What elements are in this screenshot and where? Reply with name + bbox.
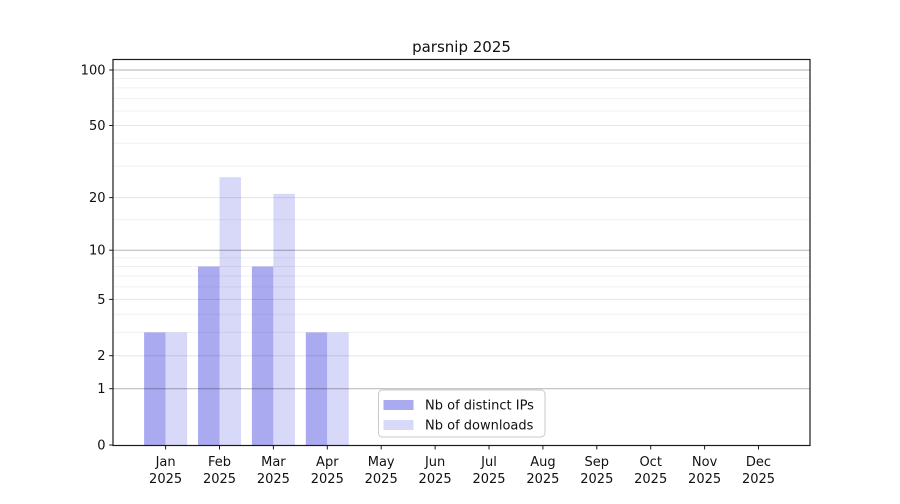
y-tick-label: 5 [97,293,105,308]
bar-jan-downloads [165,332,188,445]
bar-jan-distinct-ips [144,332,166,445]
x-tick-label-month: Jan [155,455,176,470]
legend-label-distinct-ips: Nb of distinct IPs [425,399,534,414]
y-tick-label: 20 [89,191,106,206]
legend-box [378,389,546,438]
x-tick-label-year: 2025 [257,472,290,487]
x-tick-label-month: Oct [639,455,661,470]
bar-feb-distinct-ips [198,266,220,445]
x-tick-label-year: 2025 [742,472,775,487]
legend-label-downloads: Nb of downloads [425,419,534,434]
y-tick-label: 1 [97,382,105,397]
x-tick-label-month: Nov [692,455,718,470]
x-tick-label-month: May [368,455,395,470]
x-tick-label-year: 2025 [634,472,667,487]
x-tick-label-year: 2025 [365,472,398,487]
x-tick-label-month: Sep [585,455,610,470]
x-tick-label-year: 2025 [419,472,452,487]
x-tick-label-month: Jul [480,455,497,470]
y-tick-label: 2 [97,349,105,364]
x-tick-label-month: Aug [530,455,555,470]
y-tick-label: 100 [81,64,106,79]
legend: Nb of distinct IPs Nb of downloads [378,389,546,438]
plot-border [112,58,811,447]
x-tick-label-year: 2025 [311,472,344,487]
y-tick-label: 50 [89,119,106,134]
chart-title: parsnip 2025 [412,38,511,56]
bar-apr-distinct-ips [305,332,328,445]
x-tick-label-year: 2025 [580,472,613,487]
bar-mar-downloads [273,193,295,445]
bar-feb-downloads [219,177,241,445]
x-tick-label-year: 2025 [472,472,505,487]
plot-area: 0 1 2 5 10 20 50 100 Jan 2025 Feb 2025 Mar 2025 Apr 202… [81,58,811,487]
x-tick-label-year: 2025 [203,472,236,487]
x-tick-label-year: 2025 [149,472,182,487]
x-tick-label-year: 2025 [688,472,721,487]
y-tick-label: 0 [97,439,105,454]
x-tick-label-month: Jun [424,455,445,470]
bar-mar-distinct-ips [251,266,274,445]
y-tick-label: 10 [89,244,106,259]
legend-swatch-distinct-ips [383,400,414,410]
x-tick-label-month: Mar [261,455,286,470]
x-tick-label-month: Dec [746,455,771,470]
x-tick-label-month: Apr [316,455,339,470]
x-tick-label-month: Feb [208,455,231,470]
x-tick-label-year: 2025 [526,472,559,487]
bar-apr-downloads [327,332,349,445]
legend-swatch-downloads [383,420,414,430]
